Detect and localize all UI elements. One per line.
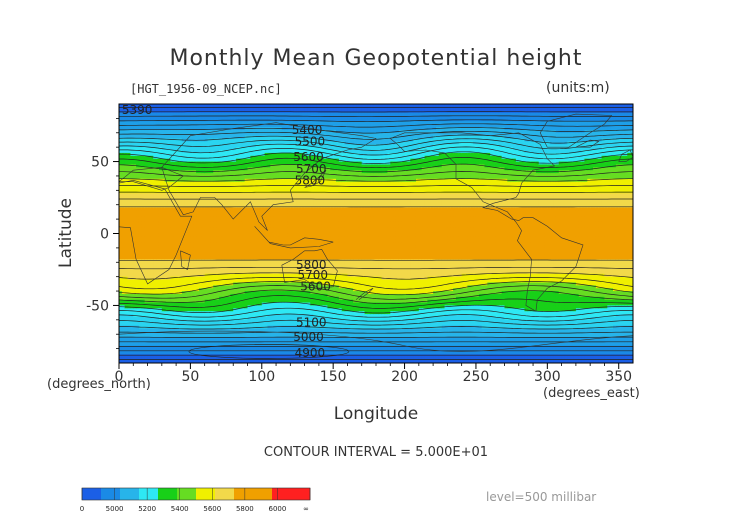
- y-tick-label: -50: [86, 298, 109, 314]
- contour-line: [119, 115, 633, 118]
- colorbar-swatch: [215, 488, 235, 500]
- coastline: [304, 169, 327, 188]
- y-unit-label: (degrees_east): [543, 386, 640, 401]
- colorbar: 0 5000 5200 5400 5600 5800 6000 ∞: [80, 487, 311, 513]
- contour-line: [119, 307, 633, 318]
- x-tick-label: 150: [320, 369, 347, 385]
- contour-line: [119, 326, 633, 330]
- contour-label: 5000: [293, 330, 324, 344]
- colorbar-swatch: [120, 488, 140, 500]
- x-tick-label: 350: [605, 369, 632, 385]
- x-tick-label: 200: [391, 369, 418, 385]
- contour-label: 4900: [295, 346, 326, 360]
- colorbar-label: 5600: [203, 505, 221, 513]
- contour-line: [119, 185, 633, 187]
- colorbar-swatch: [82, 488, 102, 500]
- units-label: (units:m): [546, 80, 610, 96]
- colorbar-swatch: [253, 488, 273, 500]
- contour-line: [119, 178, 633, 182]
- contour-line: [119, 331, 633, 334]
- contour-line: [119, 119, 633, 123]
- contour-line: [119, 142, 633, 156]
- contour-line: [119, 163, 633, 173]
- coastline: [180, 250, 191, 270]
- chart-title: Monthly Mean Geopotential height: [169, 46, 583, 71]
- contour-line: [119, 285, 633, 300]
- contour-line: [119, 295, 633, 309]
- x-tick-label: 50: [181, 369, 199, 385]
- contour-interval-label: CONTOUR INTERVAL = 5.000E+01: [263, 445, 489, 460]
- contour-line: [119, 301, 633, 314]
- colorbar-label: 0: [80, 505, 84, 513]
- colorbar-label: 5000: [106, 505, 124, 513]
- contour-line: [119, 171, 633, 177]
- colorbar-swatch: [139, 488, 159, 500]
- coastline: [254, 226, 334, 249]
- contour-line: [119, 127, 633, 134]
- contour-line: [119, 277, 633, 290]
- contour-line: [188, 344, 350, 359]
- level-label: level=500 millibar: [486, 490, 597, 504]
- x-tick-label: 300: [534, 369, 561, 385]
- source-file-label: [HGT_1956-09_NCEP.nc]: [130, 82, 282, 96]
- x-axis-label: Longitude: [333, 404, 419, 424]
- contour-line: [119, 281, 633, 296]
- contour-line: [119, 123, 633, 128]
- x-tick-label: 0: [115, 369, 124, 385]
- contour-label: 5500: [295, 134, 326, 148]
- coastline: [119, 330, 633, 352]
- contour-label: 5700: [298, 268, 329, 282]
- x-unit-label: (degrees_north): [47, 377, 151, 392]
- coastline: [390, 132, 584, 312]
- contour-line: [119, 266, 633, 270]
- coastline: [119, 166, 184, 191]
- coastline: [618, 149, 633, 162]
- contour-label: 5600: [293, 150, 324, 164]
- contour-label: 5800: [296, 258, 327, 272]
- colorbar-swatch: [291, 488, 311, 500]
- coastline: [539, 113, 613, 148]
- colorbar-swatch: [196, 488, 216, 500]
- coastline: [161, 122, 377, 231]
- colorbar-label: 5800: [236, 505, 254, 513]
- contour-line: [119, 289, 633, 305]
- contour-line: [119, 138, 633, 151]
- colorbar-swatch: [177, 488, 197, 500]
- x-tick-label: 250: [463, 369, 490, 385]
- contour-line: [119, 272, 633, 280]
- y-tick-label: 0: [100, 227, 109, 243]
- contour-line: [119, 319, 633, 326]
- contour-label: 5600: [300, 280, 331, 294]
- contour-label: 5100: [296, 316, 327, 330]
- coastline: [355, 287, 374, 300]
- contour-label: 5390: [122, 103, 153, 117]
- coastline: [119, 179, 193, 285]
- contour-line: [119, 134, 633, 146]
- contour-label: 5700: [296, 162, 327, 176]
- contour-label: 5800: [295, 173, 326, 187]
- contour-line: [119, 151, 633, 164]
- colorbar-swatch: [272, 488, 292, 500]
- colorbar-label: ∞: [303, 505, 309, 513]
- y-tick-label: 50: [91, 155, 109, 171]
- colorbar-swatch: [158, 488, 178, 500]
- contour-line: [119, 313, 633, 322]
- colorbar-label: 5200: [138, 505, 156, 513]
- contour-label: 5400: [292, 123, 323, 137]
- colorbar-label: 6000: [269, 505, 287, 513]
- coastline: [281, 248, 338, 289]
- coastline: [575, 139, 600, 148]
- colorbar-label: 5400: [171, 505, 189, 513]
- colorbar-swatch: [101, 488, 121, 500]
- x-tick-label: 100: [248, 369, 275, 385]
- contour-line: [119, 130, 633, 140]
- colorbar-swatch: [234, 488, 254, 500]
